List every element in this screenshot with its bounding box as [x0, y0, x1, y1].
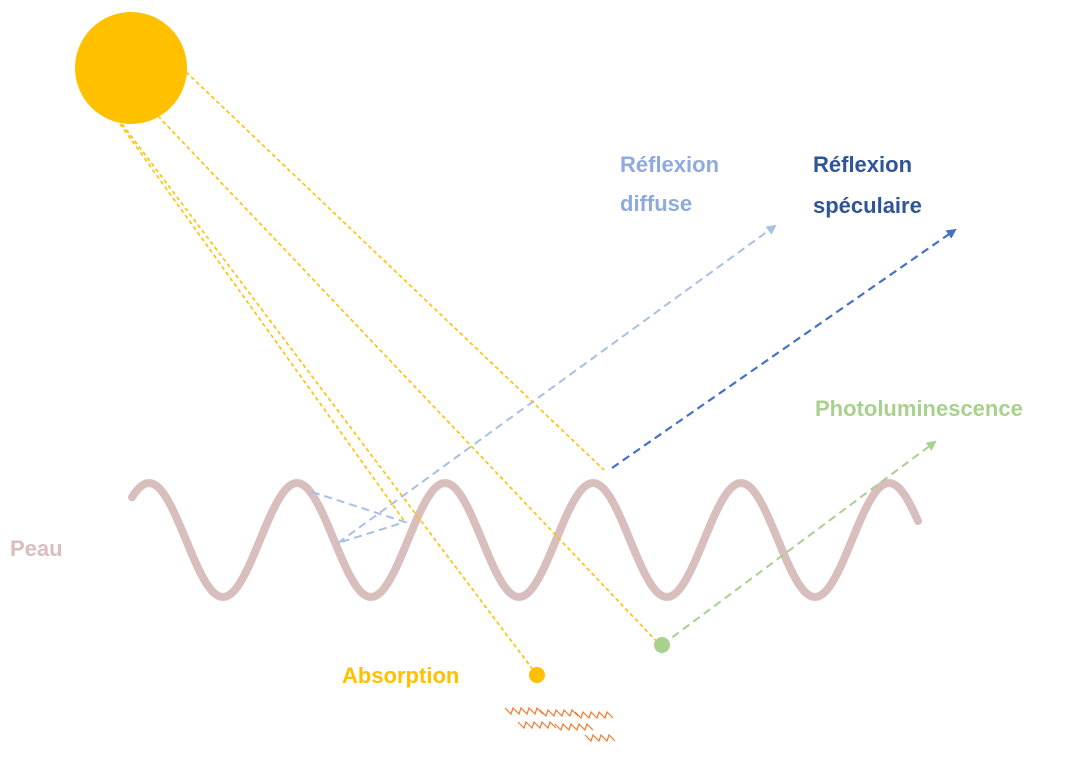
label-photoluminescence: Photoluminescence [815, 396, 1023, 421]
label-specular-line2: spéculaire [813, 193, 922, 218]
photoluminescence-point [654, 637, 670, 653]
label-specular-line1: Réflexion [813, 152, 912, 177]
sun [75, 12, 187, 124]
specular-reflection [612, 230, 955, 468]
absorption-point [529, 667, 545, 683]
diagram: Réflexion diffuse Réflexion spéculaire P… [0, 0, 1071, 758]
label-diffuse-line1: Réflexion [620, 152, 719, 177]
heat-waves [505, 708, 615, 741]
label-absorption: Absorption [342, 663, 459, 688]
label-skin: Peau [10, 536, 63, 561]
skin-wave [132, 483, 918, 597]
diffuse-reflection [312, 226, 775, 543]
label-diffuse-line2: diffuse [620, 191, 692, 216]
